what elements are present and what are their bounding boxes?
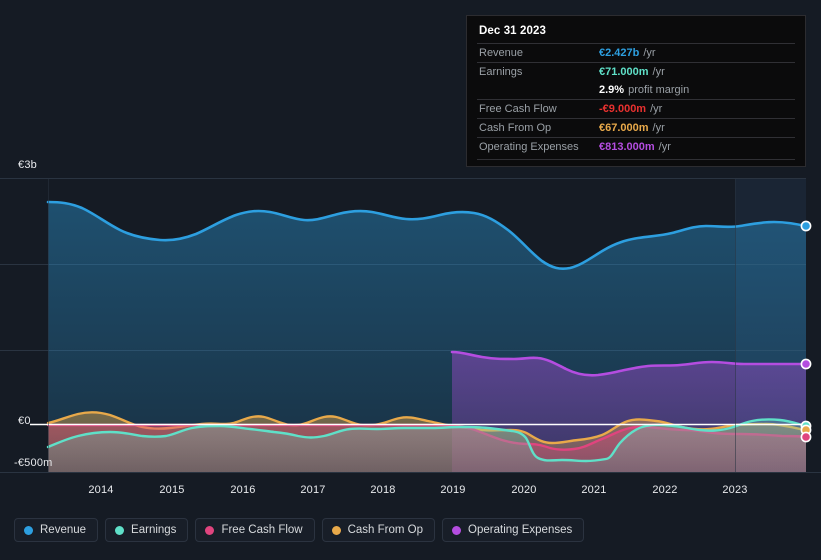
marker-operating-expenses [800,358,812,370]
tooltip-row-label: Earnings [479,66,523,78]
legend-color-dot-icon [452,525,462,535]
legend-item-cash-from-op[interactable]: Cash From Op [321,518,436,542]
legend-color-dot-icon [24,525,33,535]
legend-item-label: Free Cash Flow [221,524,303,536]
x-axis-label-2018: 2018 [370,484,396,496]
y-axis-label-top: €3b [18,159,37,171]
legend-color-dot-icon [115,525,125,535]
revenue-line [46,200,808,271]
tooltip-row-value: €67.000m [599,122,649,134]
tooltip-row-unit: /yr [658,141,671,153]
operating-expenses-line [450,350,808,377]
y-axis-label-zero: €0 [18,415,31,427]
tooltip-row-value: €2.427b [599,47,640,59]
series-end-markers [800,220,812,443]
legend-item-label: Cash From Op [347,524,424,536]
x-axis-label-2022: 2022 [652,484,678,496]
x-axis-label-2015: 2015 [159,484,185,496]
tooltip-row-unit: /yr [643,47,656,59]
earnings-line [46,418,808,463]
tooltip-bottom-divider [477,159,795,160]
tooltip-row-unit: /yr [650,103,663,115]
tooltip-row-unit: profit margin [628,84,690,96]
tooltip-row-unit: /yr [652,122,665,134]
tooltip-row: Free Cash Flow -€9.000m/yr [477,99,795,118]
tooltip-row-value: 2.9% [599,84,625,96]
marker-free-cash-flow [800,431,812,443]
data-tooltip: Dec 31 2023 Revenue €2.427b/yr Earnings €71… [466,15,806,167]
x-axis-label-2014: 2014 [88,484,114,496]
x-axis-label-2020: 2020 [511,484,537,496]
x-axis-label-2023: 2023 [722,484,748,496]
tooltip-row-label: Revenue [479,47,524,59]
legend-color-dot-icon [205,525,215,535]
legend-item-operating-expenses[interactable]: Operating Expenses [442,518,585,542]
legend-item-label: Revenue [40,524,87,536]
legend-item-label: Earnings [131,524,177,536]
tooltip-row: Revenue €2.427b/yr [477,43,795,62]
y-axis-label-bottom: -€500m [14,457,53,469]
chart-legend: Revenue Earnings Free Cash Flow Cash From O… [14,518,585,542]
tooltip-row-value: €71.000m [599,66,649,78]
marker-revenue [800,220,812,232]
earnings-area [48,419,806,472]
legend-item-revenue[interactable]: Revenue [14,518,99,542]
tooltip-row-label: Cash From Op [479,122,552,134]
tooltip-row-unit: /yr [652,66,665,78]
tooltip-row: 2.9% profit margin [477,81,795,99]
tooltip-row: Operating Expenses €813.000m/yr [477,137,795,156]
tooltip-row: Earnings €71.000m/yr [477,62,795,81]
tooltip-row-value: €813.000m [599,141,655,153]
tooltip-row-label: Operating Expenses [479,141,579,153]
x-axis-label-2016: 2016 [230,484,256,496]
tooltip-rows: Revenue €2.427b/yr Earnings €71.000m/yr 2.9%… [477,43,795,156]
x-axis-label-2017: 2017 [300,484,326,496]
tooltip-date: Dec 31 2023 [479,25,546,37]
tooltip-row-value: -€9.000m [599,103,647,115]
x-axis-label-2019: 2019 [440,484,466,496]
tooltip-row-label: Free Cash Flow [479,103,557,115]
x-axis-label-2021: 2021 [581,484,607,496]
x-tick-lines [48,178,736,472]
legend-item-label: Operating Expenses [468,524,573,536]
tooltip-row: Cash From Op €67.000m/yr [477,118,795,137]
legend-item-free-cash-flow[interactable]: Free Cash Flow [195,518,315,542]
legend-color-dot-icon [331,525,341,535]
legend-item-earnings[interactable]: Earnings [105,518,189,542]
